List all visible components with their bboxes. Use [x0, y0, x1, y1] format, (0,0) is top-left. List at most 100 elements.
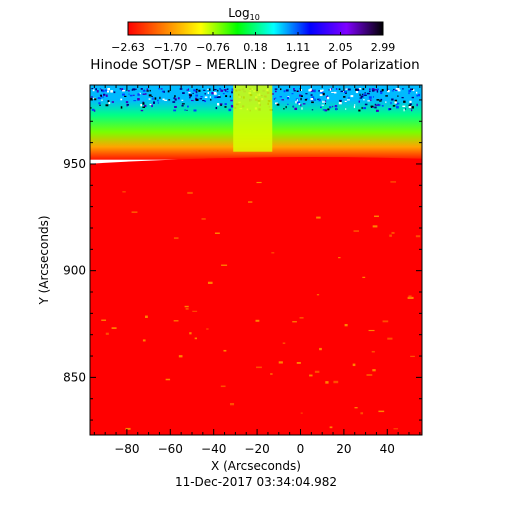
noise-speckle	[370, 106, 373, 108]
polarization-feature	[407, 296, 414, 299]
x-tick-label: −40	[201, 442, 226, 456]
noise-speckle	[381, 105, 384, 107]
noise-speckle	[92, 89, 95, 92]
noise-speckle	[146, 88, 149, 91]
noise-speckle	[90, 107, 92, 109]
polarization-feature	[338, 257, 341, 259]
noise-speckle	[418, 93, 421, 97]
noise-speckle	[151, 95, 153, 97]
colorbar-tick-label: −2.63	[111, 41, 145, 54]
chart-title: Hinode SOT/SP – MERLIN : Degree of Polar…	[90, 57, 419, 73]
noise-speckle	[367, 100, 371, 102]
noise-speckle	[285, 89, 289, 92]
noise-speckle	[214, 96, 217, 99]
polarization-feature	[101, 319, 107, 321]
noise-speckle	[283, 108, 285, 110]
noise-speckle	[308, 89, 311, 92]
noise-speckle	[216, 96, 219, 99]
polarization-feature	[382, 320, 389, 323]
noise-speckle	[226, 91, 229, 93]
noise-speckle	[152, 101, 156, 104]
polarization-feature	[185, 308, 189, 310]
polarization-feature	[105, 332, 109, 335]
noise-speckle	[416, 103, 418, 107]
noise-speckle	[318, 90, 322, 92]
noise-speckle	[353, 105, 356, 109]
noise-speckle	[149, 89, 151, 92]
noise-speckle	[327, 108, 330, 111]
noise-speckle	[124, 95, 127, 98]
noise-speckle	[193, 109, 197, 112]
polarization-feature	[145, 315, 148, 318]
noise-speckle	[332, 105, 334, 108]
noise-speckle	[354, 104, 356, 106]
noise-speckle	[327, 95, 329, 97]
polarization-map	[90, 85, 422, 435]
noise-speckle	[126, 103, 129, 106]
noise-speckle	[113, 91, 116, 94]
noise-speckle	[345, 88, 348, 90]
noise-speckle	[218, 96, 221, 98]
noise-speckle	[163, 90, 165, 93]
polarization-feature	[352, 363, 356, 367]
noise-speckle	[101, 89, 104, 92]
noise-speckle	[142, 106, 146, 108]
noise-speckle	[200, 96, 203, 98]
polarization-feature	[391, 231, 395, 234]
noise-speckle	[374, 106, 377, 109]
noise-speckle	[416, 94, 418, 97]
polarization-feature	[165, 378, 171, 381]
polarization-feature	[223, 349, 227, 352]
noise-speckle	[140, 88, 143, 90]
noise-speckle	[295, 101, 297, 104]
noise-speckle	[164, 99, 168, 101]
noise-speckle	[364, 103, 368, 106]
polarization-feature	[300, 412, 303, 414]
noise-speckle	[391, 98, 394, 101]
noise-speckle	[296, 90, 299, 92]
noise-speckle	[107, 88, 110, 91]
noise-speckle	[331, 91, 334, 93]
noise-speckle	[377, 104, 381, 107]
noise-speckle	[222, 92, 225, 95]
noise-speckle	[300, 97, 302, 101]
colorbar-tick-label: −0.76	[196, 41, 230, 54]
noise-speckle	[338, 88, 341, 91]
noise-speckle	[302, 103, 306, 105]
noise-speckle	[131, 89, 133, 91]
noise-speckle	[213, 92, 217, 95]
colorbar-tick-label: 2.99	[371, 41, 396, 54]
noise-speckle	[229, 95, 231, 98]
noise-speckle	[301, 107, 303, 110]
solid-disk	[90, 157, 422, 435]
noise-speckle	[186, 89, 189, 91]
noise-speckle	[411, 96, 414, 99]
noise-speckle	[186, 109, 188, 111]
x-tick-label: −80	[114, 442, 139, 456]
noise-speckle	[276, 103, 280, 106]
polarization-feature	[278, 361, 283, 364]
noise-speckle	[322, 100, 324, 103]
noise-speckle	[231, 88, 234, 91]
y-axis: 850 900 950	[63, 99, 422, 421]
plot-frame	[89, 84, 423, 436]
noise-speckle	[355, 88, 358, 91]
noise-speckle	[193, 89, 196, 92]
noise-speckle	[394, 99, 398, 103]
polarization-feature	[316, 294, 320, 296]
noise-speckle	[372, 96, 374, 98]
noise-speckle	[358, 100, 361, 103]
noise-speckle	[411, 109, 413, 112]
noise-speckle	[364, 92, 367, 95]
noise-speckle	[314, 98, 316, 101]
noise-speckle	[128, 90, 130, 92]
noise-speckle	[326, 96, 330, 100]
noise-speckle	[374, 103, 377, 106]
noise-speckle	[174, 95, 176, 98]
polarization-feature	[378, 410, 385, 413]
x-tick-label: −20	[244, 442, 269, 456]
noise-speckle	[310, 94, 313, 96]
noise-speckle	[110, 90, 113, 93]
noise-speckle	[329, 88, 332, 91]
noise-speckle	[389, 108, 392, 111]
